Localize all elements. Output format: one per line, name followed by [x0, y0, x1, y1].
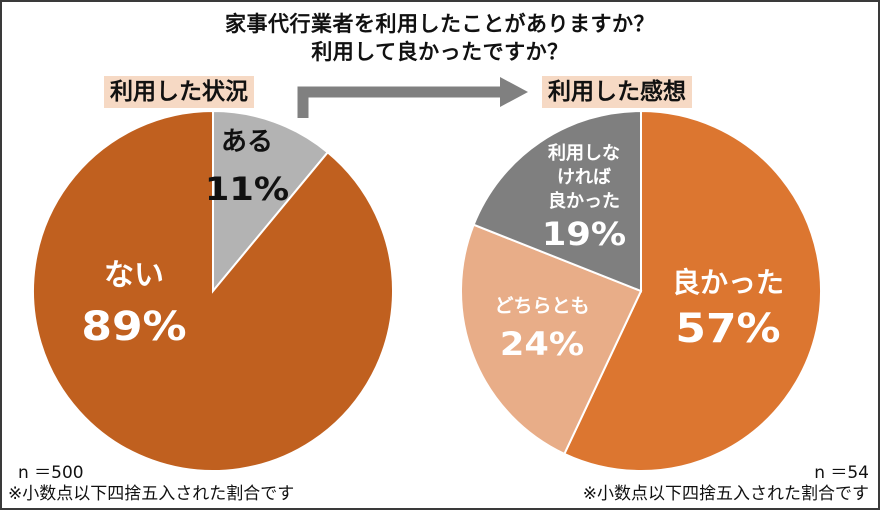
left-sample-size: n ＝500 — [18, 463, 84, 483]
right-section-label: 利用した感想 — [542, 76, 692, 108]
left-section-label: 利用した状況 — [104, 76, 254, 108]
pie-slice-bad — [472, 109, 642, 293]
chart-title-line-2: 利用して良かったですか？ — [311, 40, 569, 64]
pie-slice-yes — [212, 109, 330, 294]
slice-value-good: 57% — [675, 305, 780, 352]
usage-pie: ある 11% ない 89% — [32, 109, 394, 472]
left-footnote: ※小数点以下四捨五入された割合です — [8, 484, 295, 504]
pie-slice-neutral — [460, 223, 643, 456]
pie-slice-good — [563, 109, 822, 472]
slice-label-no: ない — [104, 258, 164, 293]
slice-value-yes: 11% — [205, 171, 289, 208]
right-sample-size: n ＝54 — [814, 463, 869, 483]
slice-label-good: 良かった — [672, 266, 784, 299]
slice-label-bad: ければ — [557, 167, 611, 188]
slice-label-bad: 利用しな — [548, 142, 620, 164]
flow-arrow — [297, 86, 502, 118]
chart-title-line-1: 家事代行業者を利用したことがありますか？ — [225, 12, 655, 36]
slice-label-yes: ある — [221, 127, 273, 157]
slice-label-neutral: どちらとも — [494, 295, 589, 317]
slice-value-no: 89% — [81, 303, 186, 350]
slice-label-bad: 良かった — [548, 190, 620, 212]
flow-arrow-head — [500, 77, 528, 107]
pie-slice-no — [32, 109, 394, 472]
slice-value-neutral: 24% — [500, 326, 584, 363]
slice-value-bad: 19% — [542, 216, 626, 253]
right-footnote: ※小数点以下四捨五入された割合です — [582, 484, 869, 504]
